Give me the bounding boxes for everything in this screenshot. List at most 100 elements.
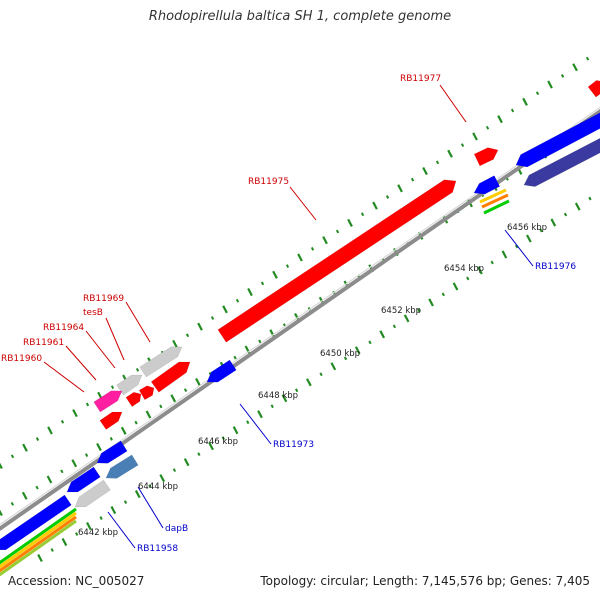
tick-mark [343, 356, 348, 361]
scale-label: 6456 kbp [507, 223, 547, 233]
stripe-small-green [483, 199, 510, 215]
tick-mark [319, 372, 323, 377]
gene-rb11969-grey [139, 346, 183, 378]
tick-mark [22, 443, 28, 452]
gene-features [0, 80, 600, 577]
gene-label: RB11969 [83, 294, 124, 304]
tick-mark [460, 143, 465, 147]
tick-mark [96, 442, 102, 452]
topology-text: Topology: circular; Length: 7,145,576 bp… [260, 574, 590, 588]
tick-mark [257, 410, 263, 419]
tick-mark [269, 329, 275, 338]
tick-mark [435, 160, 440, 165]
tick-mark [510, 108, 515, 113]
scale-label: 6444 kbp [138, 482, 178, 492]
tick-mark [368, 340, 372, 345]
tick-mark [447, 149, 453, 158]
label-leader [239, 403, 272, 445]
tick-mark [84, 453, 89, 458]
tick-mark [485, 125, 490, 130]
stripe-small-orange [481, 193, 509, 209]
tick-mark [195, 377, 201, 387]
tick-mark [123, 500, 128, 504]
tick-mark [172, 468, 177, 473]
tick-mark [232, 426, 239, 435]
tick-mark [354, 346, 361, 355]
tick-mark [210, 316, 215, 320]
tick-mark [60, 469, 64, 474]
label-leader [439, 84, 467, 123]
tick-mark [172, 339, 178, 349]
tick-marks [0, 56, 597, 563]
gene-label: dapB [165, 524, 188, 534]
genome-backbone [0, 106, 600, 531]
tick-mark [372, 201, 378, 210]
gene-label: RB11960 [1, 354, 42, 364]
gene-rb11958-grey [74, 479, 111, 508]
tick-mark [183, 388, 188, 393]
tick-mark [515, 244, 519, 249]
gene-reverse-a [96, 440, 128, 464]
gene-dapB [105, 454, 139, 479]
tick-mark [35, 437, 40, 441]
scale-label: 6450 kbp [320, 349, 360, 359]
tick-mark [285, 264, 290, 269]
tick-mark [535, 91, 540, 96]
tick-mark [148, 484, 152, 488]
gene-label: tesB [83, 308, 103, 318]
tick-mark [61, 537, 68, 547]
label-leader [105, 317, 125, 361]
tick-mark [99, 516, 103, 520]
tick-mark [550, 218, 557, 227]
label-leader [107, 511, 136, 549]
label-leader [85, 330, 116, 369]
tick-mark [145, 410, 152, 419]
tick-mark [110, 385, 115, 390]
tick-mark [281, 394, 288, 403]
tick-mark [60, 419, 65, 424]
tick-mark [410, 177, 415, 182]
tick-mark [159, 474, 166, 483]
gene-rb11964 [93, 390, 123, 413]
gene-reverse-edge [0, 494, 72, 551]
tick-mark [539, 228, 543, 233]
scale-labels: 6442 kbp 6444 kbp 6446 kbp 6448 kbp 6450 kbp… [78, 223, 547, 538]
tick-mark [185, 333, 190, 338]
gene-rb11960 [99, 411, 123, 430]
tick-mark [490, 260, 494, 265]
tick-mark [85, 402, 90, 407]
gene-tesB [116, 374, 143, 396]
tick-mark [585, 56, 590, 61]
tick-mark [270, 404, 274, 409]
gene-dark-long [523, 137, 600, 187]
tick-mark [75, 532, 79, 536]
gene-label: RB11961 [23, 338, 64, 348]
tick-mark [109, 437, 113, 441]
tick-mark [397, 184, 403, 193]
tick-mark [392, 324, 397, 329]
gene-reverse-b [66, 466, 101, 493]
genome-title: Rhodopirellula baltica SH 1, complete ge… [148, 9, 452, 24]
tick-mark [322, 236, 328, 245]
tick-mark [385, 195, 390, 199]
label-leader [43, 361, 85, 393]
tick-mark [46, 475, 53, 484]
tick-mark [37, 553, 43, 563]
stripe-2 [0, 515, 77, 573]
gene-label: RB11958 [137, 544, 178, 554]
tick-mark [233, 355, 237, 360]
gene-labels: RB11977 RB11975 RB11969 tesB RB11964 RB11961 R… [1, 74, 576, 554]
tick-mark [360, 212, 365, 217]
tick-mark [10, 501, 15, 506]
backbone-highlight [0, 106, 600, 526]
tick-mark [547, 80, 553, 89]
tick-mark [208, 442, 214, 451]
gene-rb11973 [206, 359, 237, 383]
tick-mark [306, 378, 312, 387]
tick-mark [86, 521, 92, 531]
tick-mark [422, 166, 428, 176]
gene-label: RB11964 [43, 323, 84, 333]
gene-rb11977-edge [587, 80, 600, 98]
tick-mark [560, 74, 565, 78]
tick-mark [522, 97, 528, 106]
